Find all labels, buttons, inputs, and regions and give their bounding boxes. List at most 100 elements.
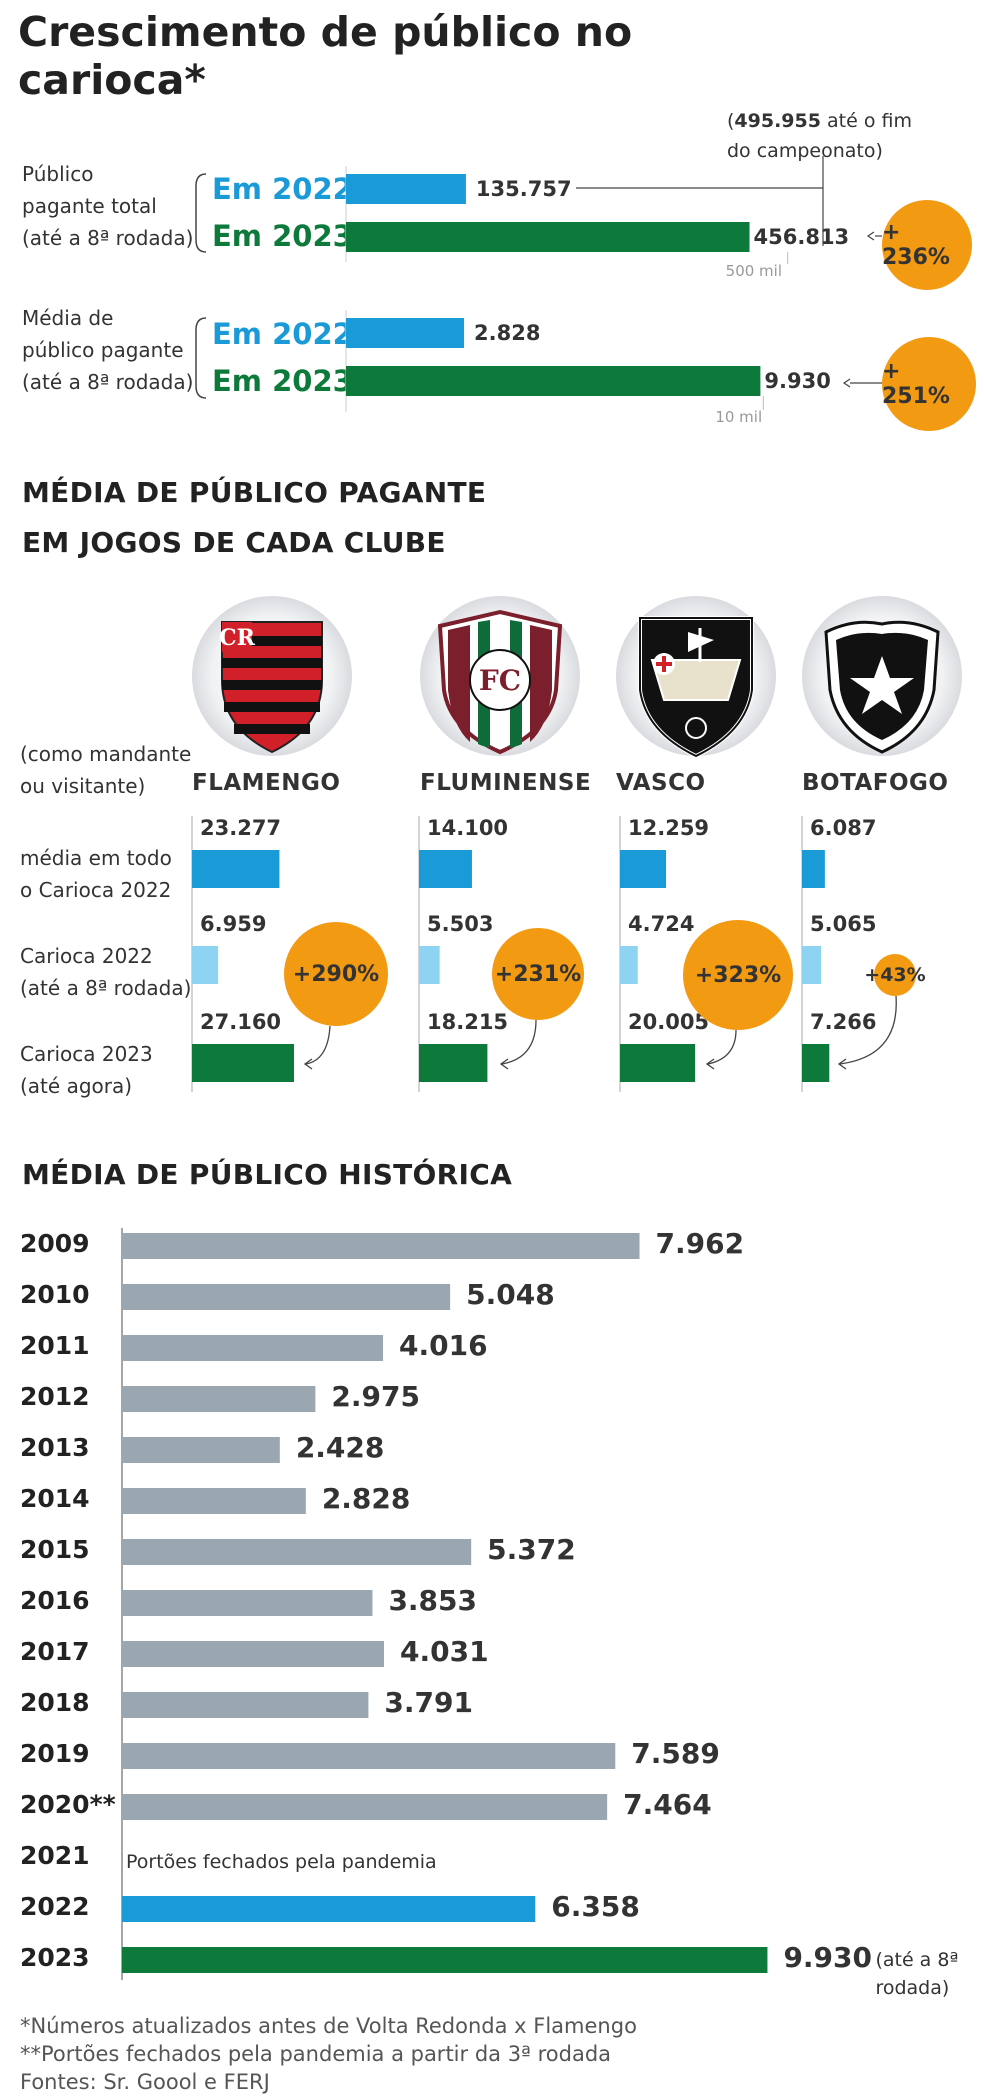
botafogo-growth-arrow xyxy=(839,995,897,1065)
history-value-label: 3.791 xyxy=(384,1686,473,1719)
history-value-label: 7.464 xyxy=(623,1788,712,1821)
club-bar xyxy=(192,850,280,888)
club-value-label: 23.277 xyxy=(200,816,282,840)
clubs-row-label-line: (até agora) xyxy=(20,1074,133,1098)
group2-bar-2022 xyxy=(346,318,465,348)
history-bar xyxy=(122,1590,373,1616)
history-year-label: 2021 xyxy=(20,1841,90,1870)
fluminense-crest-icon: FC xyxy=(420,596,580,756)
group1-value-2023: 456.813 xyxy=(753,225,850,249)
group2-year-2023: Em 2023 xyxy=(212,364,353,398)
fluminense-growth-badge: +231% xyxy=(492,928,584,1020)
clubs-heading-line: MÉDIA DE PÚBLICO PAGANTE xyxy=(22,476,487,509)
club-bar xyxy=(192,1044,294,1082)
group2-bracket xyxy=(195,317,207,399)
history-value-label: 6.358 xyxy=(551,1890,640,1923)
history-value-label: 2.428 xyxy=(295,1431,385,1464)
group2-tick-label: 10 mil xyxy=(715,408,763,426)
clubs-note-line: (como mandante xyxy=(20,742,192,766)
clubs-row-label-line: Carioca 2022 xyxy=(20,944,153,968)
history-value-label: 5.372 xyxy=(487,1533,576,1566)
history-bar xyxy=(122,1437,280,1463)
fluminense-arrowhead xyxy=(499,1058,509,1070)
history-bar xyxy=(122,1335,384,1361)
history-section-heading: MÉDIA DE PÚBLICO HISTÓRICA xyxy=(22,1158,513,1191)
history-year-label: 2014 xyxy=(20,1484,90,1513)
annotation-text-line2: do campeonato) xyxy=(727,140,883,162)
history-value-label: 2.975 xyxy=(331,1380,420,1413)
club-bar xyxy=(419,850,472,888)
group1-label-line: pagante total xyxy=(22,194,157,218)
clubs-svg: CR FC xyxy=(191,596,962,1092)
club-name-botafogo: BOTAFOGO xyxy=(802,770,949,796)
page-title: Crescimento de público no carioca* xyxy=(18,8,633,104)
clubs-heading-line: EM JOGOS DE CADA CLUBE xyxy=(22,526,446,559)
club-value-label: 4.724 xyxy=(628,912,695,936)
clubs-note: (como mandante ou visitante) xyxy=(20,738,191,802)
group2-label: Média de público pagante (até a 8ª rodad… xyxy=(22,302,193,398)
botafogo-growth-badge: +43% xyxy=(864,954,926,996)
club-name-fluminense: FLUMINENSE xyxy=(420,770,592,796)
vasco-growth-arrow xyxy=(707,1029,737,1065)
clubs-row-label-line: Carioca 2023 xyxy=(20,1042,153,1066)
history-year-label: 2012 xyxy=(20,1382,90,1411)
group1-year-2022: Em 2022 xyxy=(212,172,353,206)
club-value-label: 6.087 xyxy=(810,816,877,840)
group2-label-line: Média de xyxy=(22,306,114,330)
history-year-label: 2018 xyxy=(20,1688,90,1717)
vasco-arrowhead xyxy=(705,1058,715,1070)
history-year-label: 2017 xyxy=(20,1637,90,1666)
history-value-label: 7.589 xyxy=(631,1737,720,1770)
history-year-label: 2010 xyxy=(20,1280,90,1309)
group1-bracket xyxy=(195,173,207,253)
history-year-label: 2011 xyxy=(20,1331,90,1360)
botafogo-crest-icon xyxy=(802,596,962,756)
history-year-label: 2013 xyxy=(20,1433,90,1462)
top-bars-svg xyxy=(195,156,882,412)
history-value-label: 4.016 xyxy=(399,1329,488,1362)
club-bar xyxy=(620,946,638,984)
history-year-label: 2019 xyxy=(20,1739,90,1768)
group1-bar-2022 xyxy=(346,174,466,204)
history-2023-suffix: (até a 8ª rodada) xyxy=(875,1949,959,1999)
club-value-label: 5.065 xyxy=(810,912,877,936)
history-value-label: 3.853 xyxy=(388,1584,478,1617)
final-total-annotation: (495.955 até o fim do campeonato) xyxy=(727,106,967,166)
group2-badge-arrowhead xyxy=(842,378,851,388)
footnotes: *Números atualizados antes de Volta Redo… xyxy=(20,2012,637,2096)
club-value-label: 6.959 xyxy=(200,912,267,936)
club-bar xyxy=(802,1044,830,1082)
club-value-label: 27.160 xyxy=(200,1010,282,1034)
group1-label: Público pagante total (até a 8ª rodada) xyxy=(22,158,193,254)
history-year-label: 2015 xyxy=(20,1535,90,1564)
group2-label-line: (até a 8ª rodada) xyxy=(22,370,194,394)
group2-year-2022: Em 2022 xyxy=(212,317,353,351)
vasco-crest-icon xyxy=(616,596,776,759)
club-value-label: 14.100 xyxy=(427,816,509,840)
history-bar xyxy=(122,1692,369,1718)
club-name-flamengo: FLAMENGO xyxy=(192,770,341,796)
group1-tick-label: 500 mil xyxy=(725,262,783,280)
footnote-line: *Números atualizados antes de Volta Redo… xyxy=(20,2014,637,2038)
annotation-final-total: 495.955 xyxy=(734,110,821,132)
footnote-line: Fontes: Sr. Goool e FERJ xyxy=(20,2070,270,2094)
club-value-label: 5.503 xyxy=(427,912,494,936)
svg-text:FC: FC xyxy=(479,664,521,697)
history-year-label: 2020** xyxy=(20,1790,116,1819)
club-name-vasco: VASCO xyxy=(616,770,706,796)
history-year-label: 2009 xyxy=(20,1229,90,1258)
clubs-row-label-1: média em todo o Carioca 2022 xyxy=(20,842,172,906)
club-bar xyxy=(192,946,219,984)
clubs-row-label-line: média em todo xyxy=(20,846,172,870)
club-value-label: 20.005 xyxy=(628,1010,710,1034)
club-bar xyxy=(620,850,667,888)
history-bar xyxy=(122,1896,536,1922)
history-bar xyxy=(122,1947,768,1973)
clubs-row-label-line: o Carioca 2022 xyxy=(20,878,172,902)
flamengo-arrowhead xyxy=(303,1058,313,1070)
group2-label-line: público pagante xyxy=(22,338,184,362)
history-bar xyxy=(122,1794,608,1820)
club-bar xyxy=(419,946,440,984)
club-value-label: 7.266 xyxy=(810,1010,877,1034)
club-bar xyxy=(802,850,825,888)
